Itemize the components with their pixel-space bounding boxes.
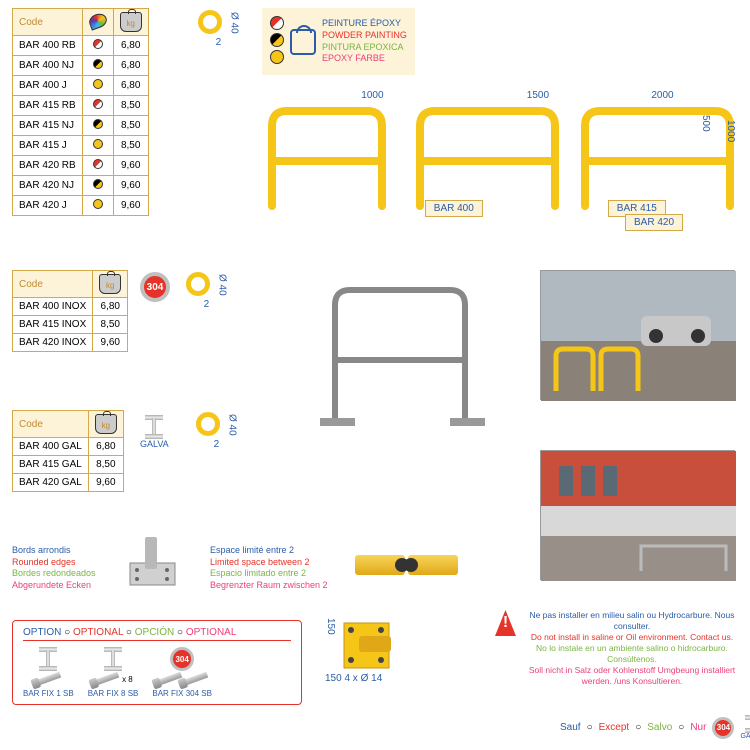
warning-box: ! Ne pas installer en milieu salin ou Hy… xyxy=(495,610,740,687)
barrier-415 xyxy=(410,101,565,211)
ring-icon xyxy=(198,10,222,34)
table-row: BAR 420 GAL xyxy=(13,474,89,492)
col-code: Code xyxy=(13,9,83,36)
table-row: BAR 415 GAL xyxy=(13,456,89,474)
barrier-400 xyxy=(262,101,392,211)
table-row: BAR 400 RB xyxy=(13,36,83,56)
paint-box: PEINTURE ÉPOXY POWDER PAINTING PINTURA E… xyxy=(262,8,415,75)
photo-building xyxy=(540,450,735,580)
table-row: BAR 400 J xyxy=(13,76,83,96)
table-inox: Codekg BAR 400 INOX6,80BAR 415 INOX8,50B… xyxy=(12,270,128,352)
galva-icon: GALVA xyxy=(140,415,169,449)
palette-icon xyxy=(87,11,109,30)
rounded-edges: Bords arrondis Rounded edges Bordes redo… xyxy=(12,545,96,592)
warning-icon: ! xyxy=(495,610,516,636)
table-row: BAR 400 INOX xyxy=(13,298,93,316)
table-row: BAR 420 NJ xyxy=(13,176,83,196)
mount-plate: 150 150 4 x Ø 14 xyxy=(325,618,394,684)
table-row: BAR 400 GAL xyxy=(13,438,89,456)
table-gal: Codekg BAR 400 GAL6,80BAR 415 GAL8,50BAR… xyxy=(12,410,124,492)
table-row: BAR 400 NJ xyxy=(13,56,83,76)
tube-ends-icon xyxy=(355,555,458,578)
barrier-steel xyxy=(310,270,490,430)
table-row: BAR 420 RB xyxy=(13,156,83,176)
table-row: BAR 420 INOX xyxy=(13,334,93,352)
table-epoxy: Codekg BAR 400 RB6,80BAR 400 NJ6,80BAR 4… xyxy=(12,8,149,216)
limited-space: Espace limité entre 2 Limited space betw… xyxy=(210,545,328,592)
table-row: BAR 420 J xyxy=(13,196,83,216)
table-row: BAR 415 INOX xyxy=(13,316,93,334)
table-row: BAR 415 J xyxy=(13,136,83,156)
except-line: Sauf ○ Except ○ Salvo ○ Nur 304 GALVA xyxy=(560,715,750,740)
badge-304-icon: 304 xyxy=(140,272,170,302)
photo-parking xyxy=(540,270,735,400)
diameter: Ø 40 xyxy=(228,12,239,34)
table-row: BAR 415 RB xyxy=(13,96,83,116)
barrier-420 xyxy=(575,101,745,211)
option-box: OPTION ○ OPTIONAL ○ OPCIÓN ○ OPTIONAL BA… xyxy=(12,620,302,705)
kg-icon: kg xyxy=(120,12,142,32)
base-plate-icon xyxy=(125,535,180,593)
table-row: BAR 415 NJ xyxy=(13,116,83,136)
